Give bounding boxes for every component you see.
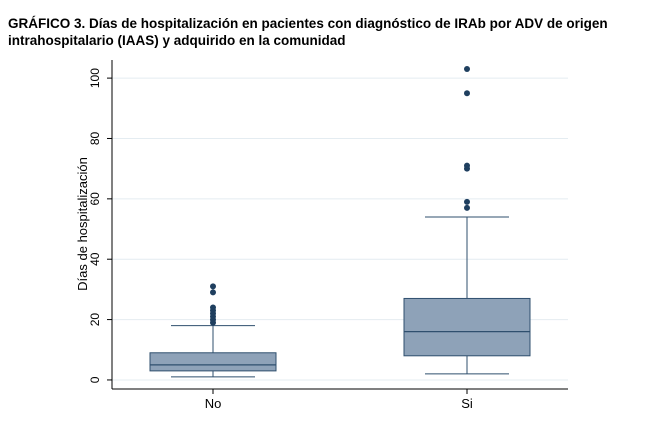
outlier-point (464, 90, 470, 97)
y-tick-label: 100 (88, 68, 102, 88)
y-tick-label: 80 (88, 131, 102, 145)
y-tick-label: 40 (88, 252, 102, 266)
box-si (403, 66, 531, 375)
chart-title: GRÁFICO 3. Días de hospitalización en pa… (8, 15, 636, 49)
chart-title-line-1: GRÁFICO 3. Días de hospitalización en pa… (8, 16, 608, 31)
x-tick-label: No (205, 396, 222, 411)
y-axis-label: Días de hospitalización (75, 157, 90, 291)
y-tick-label: 20 (88, 313, 102, 327)
box-no (149, 283, 277, 378)
outlier-point (210, 304, 216, 311)
y-tick-label: 60 (88, 192, 102, 206)
outlier-point (210, 283, 216, 290)
axes: 0 20 40 60 80 100 No Si (88, 60, 568, 411)
outlier-point (464, 198, 470, 205)
boxes (149, 66, 531, 378)
y-tick-label: 0 (88, 376, 102, 383)
chart-title-line-2: intrahospitalario (IAAS) y adquirido en … (8, 33, 346, 48)
outlier-point (464, 162, 470, 169)
outlier-point (464, 66, 470, 73)
x-tick-label: Si (461, 396, 473, 411)
outlier-point (464, 204, 470, 211)
interquartile-box (403, 297, 531, 357)
interquartile-box (149, 352, 277, 372)
outlier-point (210, 289, 216, 296)
